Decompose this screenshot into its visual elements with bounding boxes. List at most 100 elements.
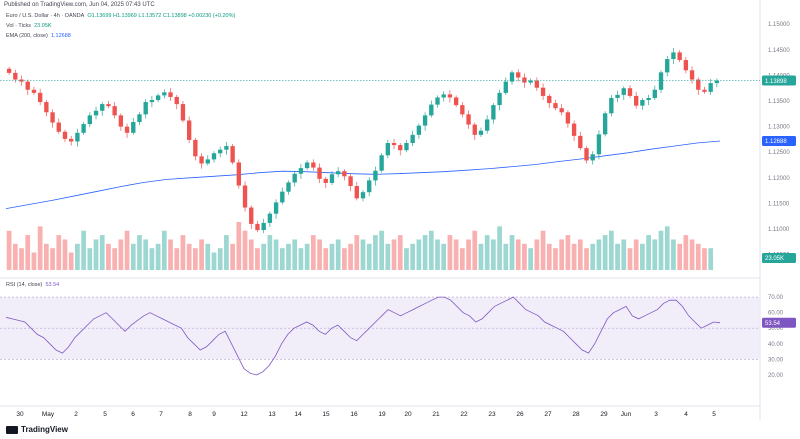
x-tick-label: May — [42, 411, 55, 418]
x-tick-label: 14 — [294, 411, 302, 418]
volume-bar — [124, 230, 130, 270]
candle-body — [398, 145, 403, 151]
volume-label[interactable]: Vol · Ticks — [6, 23, 32, 29]
candle-body — [491, 105, 496, 120]
x-tick-label: 19 — [378, 411, 386, 418]
volume-bar — [317, 239, 322, 270]
published-note: Published on TradingView.com, Jun 04, 20… — [4, 2, 155, 8]
volume-bar — [652, 239, 658, 270]
volume-bar — [553, 248, 558, 270]
volume-bar — [19, 248, 24, 270]
candle-body — [447, 94, 453, 98]
ema-badge: 1.12688 — [765, 139, 787, 145]
volume-bar — [174, 248, 180, 270]
volume-bar — [385, 243, 391, 270]
candle-body — [379, 155, 384, 171]
volume-bar — [186, 243, 192, 270]
volume-bar — [522, 243, 527, 270]
volume-bar — [137, 235, 142, 270]
candle-body — [665, 59, 670, 73]
volume-bar — [627, 248, 633, 270]
candle-body — [453, 97, 459, 106]
candle-body — [323, 178, 328, 183]
volume-bar — [93, 239, 99, 270]
volume-bar — [459, 248, 465, 270]
rsi-tick-label: 50.00 — [768, 326, 784, 332]
price-tick-label: 1.14500 — [768, 48, 790, 54]
volume-bar — [267, 235, 273, 270]
candle-body — [571, 123, 577, 136]
volume-bar — [130, 243, 136, 270]
candle-body — [13, 72, 18, 80]
volume-bar — [68, 252, 74, 270]
candle-body — [708, 83, 713, 92]
volume-bar — [472, 230, 478, 270]
candle-body — [50, 112, 55, 123]
ema-label[interactable]: EMA (200, close) — [6, 33, 48, 39]
candle-body — [472, 124, 477, 135]
x-tick-label: 3 — [654, 411, 658, 418]
x-tick-label: 27 — [544, 411, 552, 418]
candle-body — [56, 122, 61, 132]
candle-body — [155, 95, 161, 101]
volume-value: 23.05K — [34, 23, 52, 29]
candle-body — [118, 115, 124, 127]
volume-bar — [292, 239, 298, 270]
volume-bar — [404, 248, 409, 270]
candle-body — [211, 153, 217, 160]
volume-bar — [565, 235, 571, 270]
candle-body — [702, 89, 707, 92]
candle-body — [559, 108, 564, 113]
candle-body — [249, 207, 254, 224]
candle-body — [286, 182, 291, 192]
volume-bar — [683, 235, 689, 270]
candle-body — [621, 88, 626, 95]
candle-body — [230, 146, 235, 163]
candle-body — [689, 70, 695, 80]
candle-body — [193, 139, 198, 157]
volume-bar — [509, 235, 515, 270]
candle-body — [205, 159, 210, 164]
candle-body — [522, 77, 527, 83]
rsi-tick-label: 60.00 — [768, 311, 784, 317]
volume-bar — [211, 252, 217, 270]
volume-bar — [360, 239, 366, 270]
volume-bar — [534, 239, 540, 270]
price-tick-label: 1.12500 — [768, 150, 790, 156]
volume-bar — [602, 235, 608, 270]
x-tick-label: 16 — [350, 411, 358, 418]
candle-body — [460, 105, 465, 115]
volume-bar — [540, 230, 546, 270]
volume-bar — [391, 239, 397, 270]
x-tick-label: 21 — [432, 411, 440, 418]
candle-body — [174, 96, 179, 105]
candle-body — [516, 72, 521, 78]
volume-bar — [621, 239, 627, 270]
rsi-badge: 53.54 — [765, 321, 781, 327]
rsi-label[interactable]: RSI (14, close) — [6, 282, 43, 288]
candle-body — [478, 130, 484, 135]
candle-body — [112, 106, 117, 116]
price-tick-label: 1.13000 — [768, 125, 790, 131]
candle-body — [391, 143, 397, 146]
candle-body — [373, 170, 378, 181]
volume-bar — [205, 243, 211, 270]
candle-body — [218, 149, 223, 154]
volume-bar — [466, 239, 471, 270]
volume-bar — [286, 243, 291, 270]
candle-body — [503, 81, 508, 93]
candle-body — [360, 192, 366, 199]
rsi-badge-bg — [762, 317, 796, 328]
volume-bar — [348, 243, 353, 270]
x-tick-label: 28 — [572, 411, 580, 418]
candle-body — [534, 80, 540, 88]
volume-bar — [447, 235, 453, 270]
candle-body — [547, 95, 552, 104]
symbol-title[interactable]: Euro / U.S. Dollar · 4h · OANDA — [6, 13, 85, 19]
x-tick-label: 4 — [684, 411, 688, 418]
candle-body — [578, 135, 583, 149]
candle-body — [180, 104, 186, 121]
volume-bar — [50, 248, 55, 270]
price-badge: 1.13898 — [765, 79, 787, 85]
